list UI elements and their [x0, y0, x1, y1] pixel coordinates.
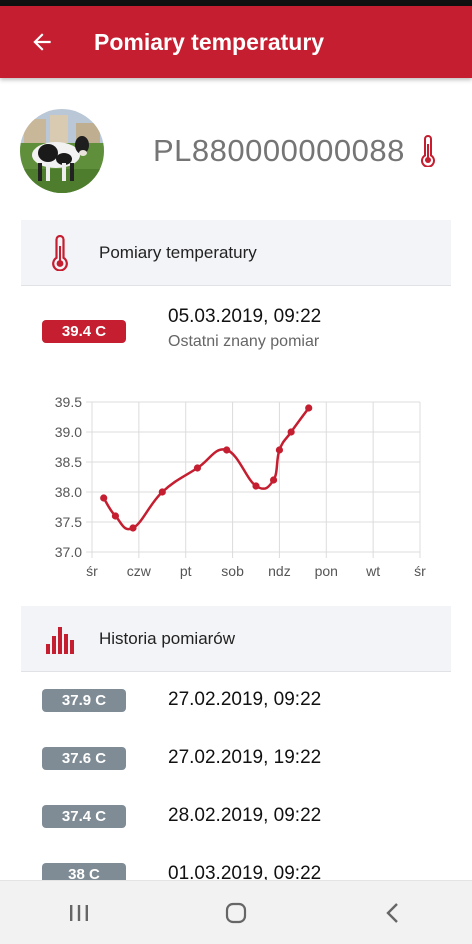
- measurement-datetime: 27.02.2019, 09:22: [168, 689, 322, 710]
- data-point: [287, 428, 295, 436]
- animal-profile: PL880000000088: [20, 108, 460, 194]
- x-tick-label: śr: [86, 563, 98, 579]
- x-tick-label: czw: [127, 563, 152, 579]
- status-bar: [0, 0, 472, 6]
- measurement-datetime: 01.03.2019, 09:22: [168, 863, 322, 880]
- content-scroll[interactable]: PL880000000088 Pomiary temperatury 39.4 …: [0, 78, 472, 880]
- measurement-datetime: 27.02.2019, 19:22: [168, 747, 322, 768]
- back-button[interactable]: [0, 6, 84, 78]
- measurement-datetime: 28.02.2019, 09:22: [168, 805, 322, 826]
- data-point: [129, 524, 137, 532]
- y-tick-label: 38.0: [55, 484, 82, 500]
- data-point: [100, 494, 108, 502]
- y-tick-label: 38.5: [55, 454, 82, 470]
- thermometer-icon: [52, 234, 68, 271]
- home-button[interactable]: [206, 888, 266, 938]
- temperature-chart: 37.0 37.5 38.0 38.5 39.0 39.5 śr czw pt sob ndz pon…: [55, 394, 426, 579]
- nav-back-button[interactable]: [363, 888, 423, 938]
- y-tick-label: 39.5: [55, 394, 82, 410]
- y-tick-label: 39.0: [55, 424, 82, 440]
- app-bar: Pomiary temperatury: [0, 6, 472, 78]
- page-title: Pomiary temperatury: [94, 28, 325, 55]
- home-icon: [225, 902, 247, 923]
- measurement-caption: Ostatni znany pomiar: [168, 333, 320, 350]
- cow-photo: [20, 109, 104, 193]
- data-point: [269, 476, 278, 484]
- data-point: [252, 482, 260, 490]
- data-point: [111, 512, 120, 520]
- history-row: 37.6 C 27.02.2019, 19:22: [21, 741, 451, 781]
- x-tick-label: pon: [315, 563, 338, 579]
- x-tick-label: śr: [414, 563, 426, 579]
- back-arrow-icon: [33, 33, 51, 51]
- data-point: [193, 464, 202, 472]
- measurement-datetime: 05.03.2019, 09:22: [168, 306, 322, 327]
- temperature-section-header: Pomiary temperatury: [21, 220, 451, 286]
- section-title: Pomiary temperatury: [99, 242, 257, 262]
- temperature-badge: 39.4 C: [42, 320, 126, 343]
- data-point: [158, 488, 166, 496]
- avatar: [20, 109, 104, 193]
- x-tick-label: pt: [180, 563, 192, 579]
- latest-measurement: 39.4 C 05.03.2019, 09:22 Ostatni znany p…: [21, 300, 451, 360]
- temperature-badge: 37.4 C: [42, 805, 126, 828]
- bar-chart-icon: [46, 626, 74, 654]
- temperature-badge: 38 C: [42, 863, 126, 880]
- history-row: 38 C 01.03.2019, 09:22: [21, 857, 451, 880]
- y-tick-label: 37.5: [55, 514, 82, 530]
- recent-apps-icon: [69, 904, 88, 921]
- history-row: 37.9 C 27.02.2019, 09:22: [21, 683, 451, 723]
- data-point: [223, 446, 231, 454]
- animal-id: PL880000000088: [153, 133, 405, 168]
- nav-back-icon: [386, 902, 399, 923]
- thermometer-icon: [420, 135, 435, 167]
- section-title: Historia pomiarów: [99, 628, 236, 648]
- temperature-badge: 37.9 C: [42, 689, 126, 712]
- x-tick-label: ndz: [268, 563, 291, 579]
- recent-apps-button[interactable]: [49, 888, 109, 938]
- temperature-badge: 37.6 C: [42, 747, 126, 770]
- x-tick-label: wt: [365, 563, 380, 579]
- y-tick-label: 37.0: [55, 544, 82, 560]
- history-row: 37.4 C 28.02.2019, 09:22: [21, 799, 451, 839]
- data-point: [305, 404, 313, 412]
- series-line: [102, 407, 310, 531]
- history-section-header: Historia pomiarów: [21, 606, 451, 672]
- x-tick-label: sob: [221, 563, 244, 579]
- data-point: [275, 446, 284, 454]
- system-navigation-bar: [0, 880, 472, 944]
